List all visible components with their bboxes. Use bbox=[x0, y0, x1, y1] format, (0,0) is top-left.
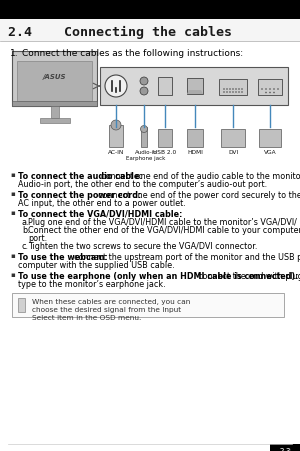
Bar bbox=[221, 130, 245, 147]
Text: To connect the power cord:: To connect the power cord: bbox=[18, 191, 144, 199]
Text: Audio-in port, the other end to the computer’s audio-out port.: Audio-in port, the other end to the comp… bbox=[18, 179, 267, 189]
Text: To connect the VGA/DVI/HDMI cable:: To connect the VGA/DVI/HDMI cable: bbox=[18, 210, 182, 219]
Text: choose the desired signal from the Input: choose the desired signal from the Input bbox=[32, 306, 181, 312]
Bar bbox=[219, 80, 247, 96]
Text: AC-IN: AC-IN bbox=[108, 150, 124, 155]
Text: connect one end of the power cord securely to the monitor’s: connect one end of the power cord secure… bbox=[98, 191, 300, 199]
Circle shape bbox=[235, 89, 237, 91]
Circle shape bbox=[105, 76, 127, 98]
Text: computer with the supplied USB cable.: computer with the supplied USB cable. bbox=[18, 260, 175, 269]
Text: ▪: ▪ bbox=[10, 172, 15, 178]
Circle shape bbox=[232, 89, 234, 91]
Text: ▪: ▪ bbox=[10, 253, 15, 258]
Text: 2.4    Connecting the cables: 2.4 Connecting the cables bbox=[8, 25, 232, 38]
Circle shape bbox=[269, 89, 271, 91]
Text: /ASUS: /ASUS bbox=[43, 74, 66, 80]
Text: connect the upstream port of the monitor and the USB port of your: connect the upstream port of the monitor… bbox=[74, 253, 300, 262]
Text: port.: port. bbox=[28, 234, 47, 243]
Text: 2-3: 2-3 bbox=[279, 447, 291, 451]
Circle shape bbox=[238, 89, 240, 91]
Text: When these cables are connected, you can: When these cables are connected, you can bbox=[32, 299, 190, 304]
Text: 2-3: 2-3 bbox=[280, 447, 292, 451]
Bar bbox=[12, 52, 97, 107]
Circle shape bbox=[269, 92, 271, 94]
Bar bbox=[259, 130, 281, 147]
Bar bbox=[270, 444, 300, 451]
Circle shape bbox=[223, 89, 225, 91]
Text: a.: a. bbox=[22, 217, 29, 226]
Circle shape bbox=[277, 89, 279, 91]
Text: USB 2.0: USB 2.0 bbox=[153, 150, 177, 155]
Polygon shape bbox=[18, 299, 25, 312]
Text: Select item in the OSD menu.: Select item in the OSD menu. bbox=[32, 314, 141, 320]
Circle shape bbox=[265, 89, 267, 91]
Text: Connect the other end of the VGA/DVI/HDMI cable to your computer’s VGA/DVI/HDMI: Connect the other end of the VGA/DVI/HDM… bbox=[28, 226, 300, 235]
Text: To use the earphone (only when an HDMI cable is connected):: To use the earphone (only when an HDMI c… bbox=[18, 272, 300, 281]
Circle shape bbox=[241, 92, 243, 94]
Circle shape bbox=[226, 92, 228, 94]
Bar bbox=[258, 80, 282, 96]
Circle shape bbox=[273, 89, 275, 91]
Text: To connect the audio cable:: To connect the audio cable: bbox=[18, 172, 146, 180]
Text: HDMI: HDMI bbox=[187, 150, 203, 155]
Circle shape bbox=[111, 121, 121, 131]
Text: Plug one end of the VGA/DVI/HDMI cable to the monitor’s VGA/DVI/ HDMI port.: Plug one end of the VGA/DVI/HDMI cable t… bbox=[28, 217, 300, 226]
Circle shape bbox=[226, 89, 228, 91]
Circle shape bbox=[223, 92, 225, 94]
Text: DVI: DVI bbox=[228, 150, 238, 155]
Circle shape bbox=[235, 92, 237, 94]
Circle shape bbox=[140, 126, 148, 133]
Text: ▪: ▪ bbox=[10, 191, 15, 197]
Circle shape bbox=[241, 89, 243, 91]
Bar bbox=[40, 119, 70, 124]
Circle shape bbox=[265, 92, 267, 94]
Circle shape bbox=[261, 89, 263, 91]
Bar bbox=[0, 0, 300, 20]
Text: type to the monitor’s earphone jack.: type to the monitor’s earphone jack. bbox=[18, 279, 166, 288]
Text: connect one end of the audio cable to the monitor’s: connect one end of the audio cable to th… bbox=[101, 172, 300, 180]
Bar bbox=[109, 126, 123, 147]
Text: 1.: 1. bbox=[10, 49, 19, 58]
Text: ▪: ▪ bbox=[10, 210, 15, 216]
Bar bbox=[100, 68, 288, 106]
Bar bbox=[158, 78, 172, 96]
Bar bbox=[141, 128, 147, 147]
Bar bbox=[17, 62, 92, 102]
Polygon shape bbox=[187, 91, 203, 95]
Text: Tighten the two screws to secure the VGA/DVI connector.: Tighten the two screws to secure the VGA… bbox=[28, 241, 257, 250]
Bar bbox=[0, 20, 300, 42]
Text: VGA: VGA bbox=[264, 150, 276, 155]
Text: Connect the cables as the following instructions:: Connect the cables as the following inst… bbox=[22, 49, 243, 58]
Bar bbox=[187, 79, 203, 95]
Circle shape bbox=[140, 78, 148, 86]
Bar bbox=[50, 107, 59, 119]
Bar bbox=[12, 102, 97, 107]
Text: To use the webcam:: To use the webcam: bbox=[18, 253, 110, 262]
Text: b.: b. bbox=[22, 226, 30, 235]
Circle shape bbox=[273, 92, 275, 94]
Circle shape bbox=[229, 89, 231, 91]
Text: AC input, the other end to a power outlet.: AC input, the other end to a power outle… bbox=[18, 198, 186, 207]
Circle shape bbox=[238, 92, 240, 94]
Bar bbox=[158, 130, 172, 147]
Text: Audio-in
Earphone jack: Audio-in Earphone jack bbox=[126, 150, 166, 161]
Text: c.: c. bbox=[22, 241, 29, 250]
Text: ▪: ▪ bbox=[10, 272, 15, 277]
Text: connect the end with plug: connect the end with plug bbox=[198, 272, 300, 281]
Circle shape bbox=[140, 88, 148, 96]
Bar bbox=[12, 293, 284, 318]
Circle shape bbox=[232, 92, 234, 94]
Bar bbox=[187, 130, 203, 147]
Circle shape bbox=[229, 92, 231, 94]
